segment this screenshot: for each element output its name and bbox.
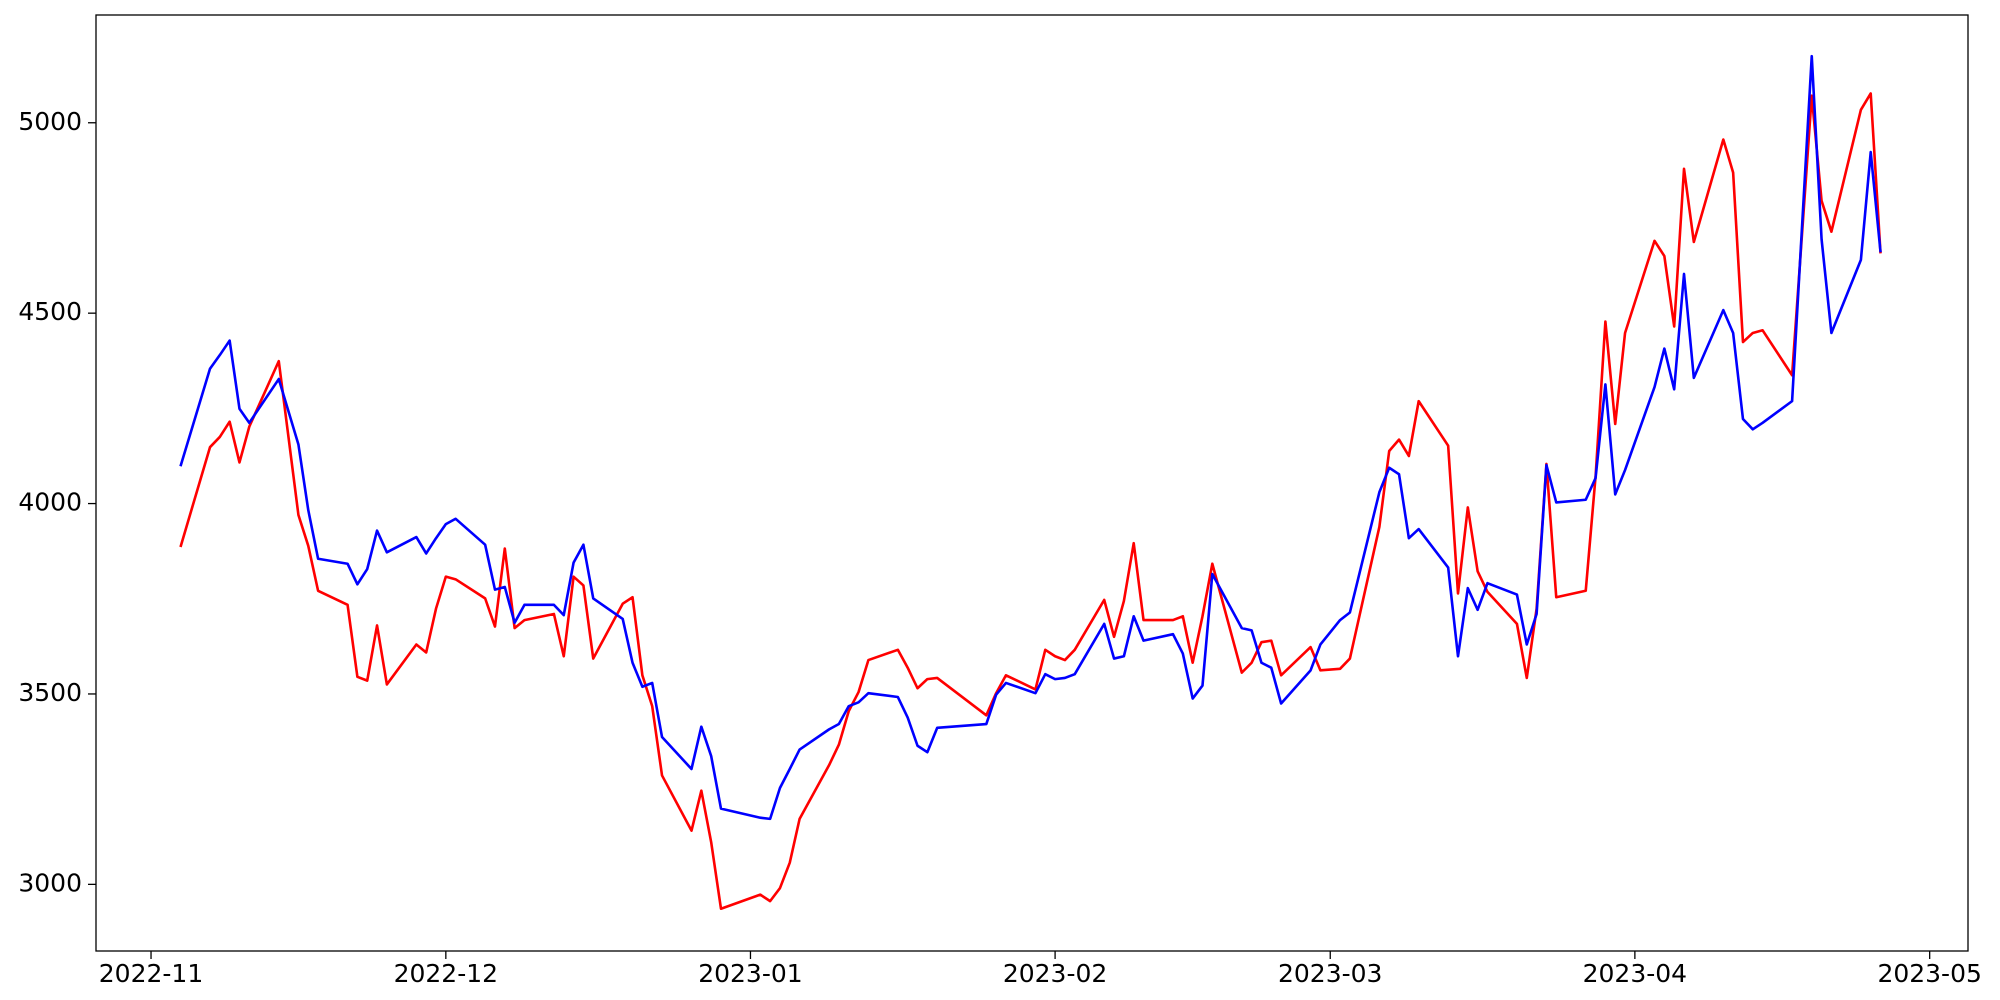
x-tick-label: 2022-11 <box>99 959 203 988</box>
x-tick-label: 2023-01 <box>698 959 802 988</box>
y-tick-label: 4500 <box>18 297 82 326</box>
x-tick-label: 2023-05 <box>1877 959 1981 988</box>
y-tick-label: 4000 <box>18 488 82 517</box>
x-tick-label: 2022-12 <box>394 959 498 988</box>
x-tick-label: 2023-03 <box>1278 959 1382 988</box>
line-series <box>179 54 1882 821</box>
y-tick-label: 3000 <box>18 868 82 897</box>
x-tick-label: 2023-02 <box>1003 959 1107 988</box>
line-series <box>179 92 1882 911</box>
y-tick-label: 5000 <box>18 107 82 136</box>
x-tick-label: 2023-04 <box>1583 959 1687 988</box>
y-tick-label: 3500 <box>18 678 82 707</box>
plot-frame <box>95 14 1969 952</box>
